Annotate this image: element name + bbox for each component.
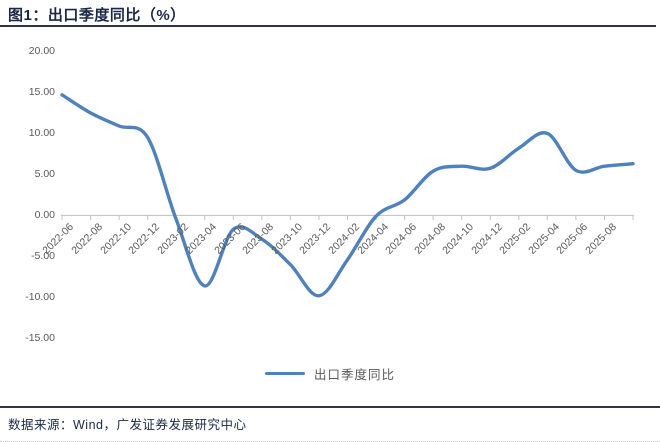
y-tick-label: 15.00 <box>28 85 55 98</box>
y-tick-label: 0.00 <box>34 208 55 221</box>
figure-title: 图1：出口季度同比（%） <box>8 7 186 24</box>
legend-line-swatch <box>264 371 305 376</box>
y-tick-label: -15.00 <box>25 331 55 344</box>
legend-label: 出口季度同比 <box>313 368 396 382</box>
y-tick-label: -10.00 <box>25 290 55 303</box>
y-tick-label: -5.00 <box>31 249 55 262</box>
footer-divider <box>0 406 660 408</box>
y-tick-label: 10.00 <box>28 126 55 139</box>
chart-legend: 出口季度同比 <box>264 364 396 383</box>
data-source-note: 数据来源：Wind，广发证券发展研究中心 <box>8 418 247 432</box>
y-tick-label: 5.00 <box>34 167 55 180</box>
series-line <box>60 93 635 298</box>
y-tick-label: 20.00 <box>28 44 55 57</box>
title-divider <box>0 25 656 27</box>
